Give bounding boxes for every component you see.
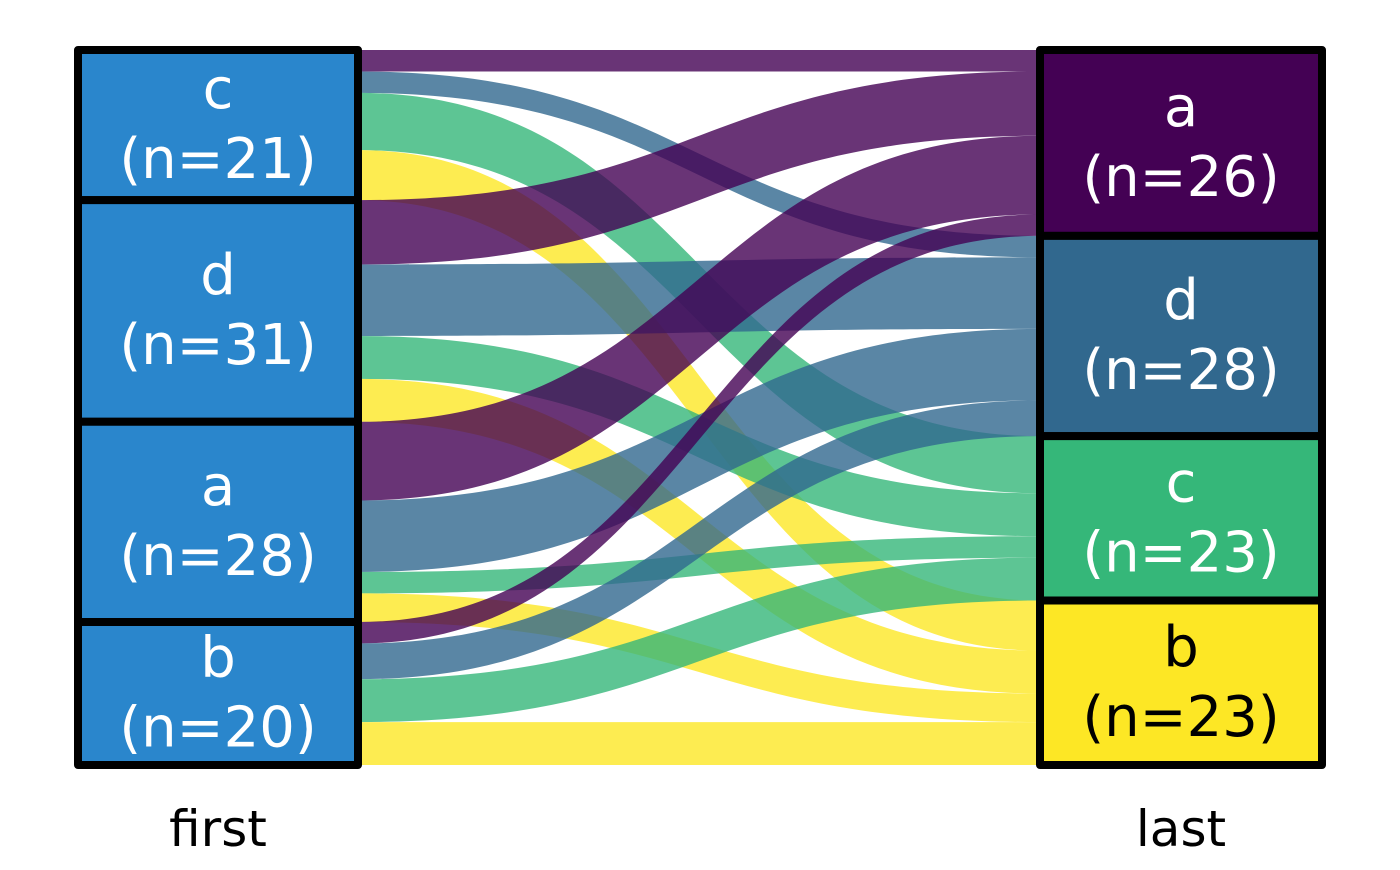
- stratum-label: a: [1164, 75, 1198, 140]
- flow-b-to-a: [358, 214, 1040, 644]
- flow-b-to-b: [358, 722, 1040, 765]
- stratum-box: [74, 196, 362, 426]
- stratum-last-d: d(n=28): [1036, 231, 1326, 441]
- flow-c-to-a: [358, 50, 1040, 72]
- stratum-label: c: [203, 57, 234, 122]
- axis-label-last: last: [1136, 800, 1226, 858]
- stratum-count-label: (n=26): [1082, 145, 1279, 210]
- stratum-count-label: (n=31): [119, 313, 316, 378]
- stratum-count-label: (n=23): [1082, 520, 1279, 585]
- stratum-first-a: a(n=28): [74, 417, 362, 626]
- flow-b-to-c: [358, 557, 1040, 723]
- stratum-first-d: d(n=31): [74, 196, 362, 426]
- strata-layer: c(n=21)d(n=31)a(n=28)b(n=20)a(n=26)d(n=2…: [74, 46, 1326, 769]
- stratum-box: [74, 417, 362, 626]
- stratum-first-c: c(n=21): [74, 46, 362, 205]
- flow-c-to-b: [358, 150, 1040, 651]
- stratum-count-label: (n=28): [119, 524, 316, 589]
- flows-layer: [358, 50, 1040, 765]
- stratum-box: [74, 46, 362, 205]
- stratum-label: a: [201, 454, 235, 519]
- stratum-label: d: [1163, 268, 1199, 333]
- stratum-last-b: b(n=23): [1036, 596, 1326, 769]
- stratum-count-label: (n=20): [119, 696, 316, 761]
- stratum-label: c: [1166, 450, 1197, 515]
- flow-d-to-a: [358, 71, 1040, 265]
- stratum-first-b: b(n=20): [74, 618, 362, 769]
- stratum-count-label: (n=28): [1082, 338, 1279, 403]
- stratum-label: d: [200, 243, 236, 308]
- stratum-count-label: (n=21): [119, 127, 316, 192]
- stratum-box: [1036, 596, 1326, 769]
- stratum-count-label: (n=23): [1082, 685, 1279, 750]
- stratum-box: [1036, 231, 1326, 441]
- axis-label-first: first: [169, 800, 267, 858]
- stratum-last-c: c(n=23): [1036, 432, 1326, 605]
- stratum-label: b: [200, 626, 236, 691]
- flow-b-to-d: [358, 400, 1040, 680]
- stratum-last-a: a(n=26): [1036, 46, 1326, 240]
- flow-a-to-d: [358, 328, 1040, 572]
- flow-a-to-a: [358, 135, 1040, 501]
- stratum-label: b: [1163, 615, 1199, 680]
- stratum-box: [74, 618, 362, 769]
